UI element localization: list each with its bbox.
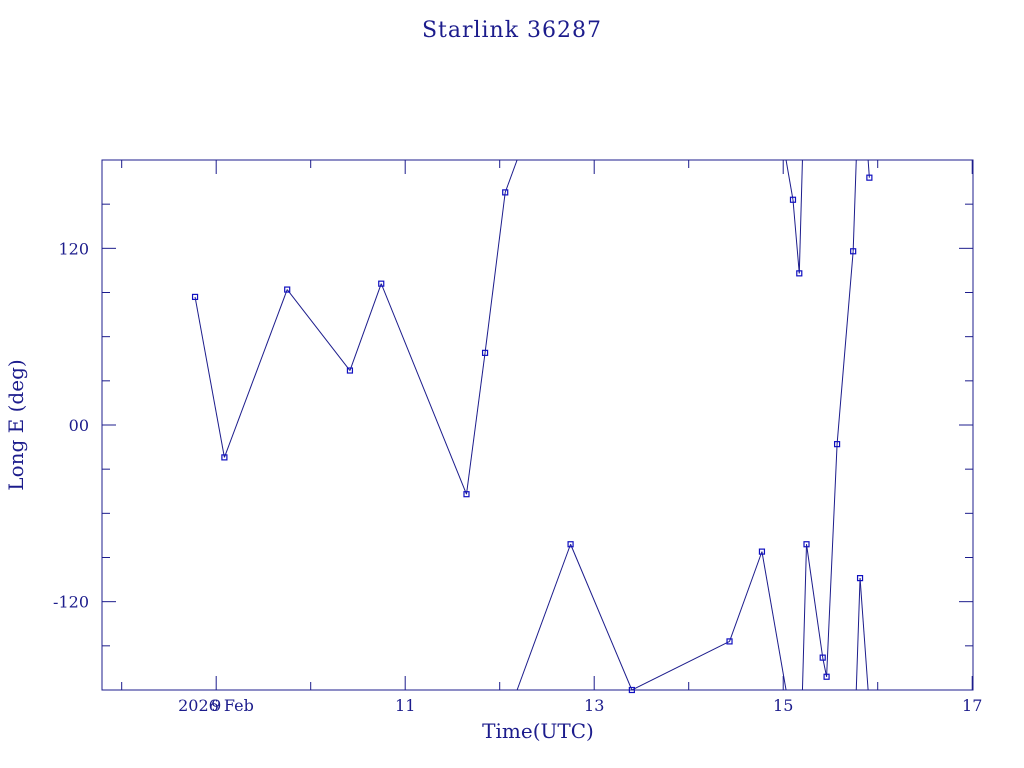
series-segment	[631, 640, 730, 690]
series-segment	[729, 551, 763, 642]
data-point	[346, 367, 354, 374]
data-point	[833, 441, 841, 448]
data-point	[221, 454, 228, 461]
plot-area	[191, 160, 873, 694]
data-point	[823, 673, 830, 680]
chart-title: Starlink 36287	[422, 18, 602, 43]
series-segment	[859, 578, 869, 690]
data-point	[726, 638, 733, 645]
x-tick-label: 15	[773, 696, 793, 715]
data-point	[803, 541, 810, 548]
series-segment	[822, 657, 828, 677]
series-segment	[852, 160, 857, 252]
series-segment	[761, 551, 787, 690]
series-segment	[223, 289, 288, 458]
series-segment	[504, 160, 518, 193]
data-point	[856, 575, 864, 582]
series-segment	[785, 160, 794, 200]
y-tick-label: -120	[53, 593, 89, 612]
series-segment	[465, 352, 486, 495]
data-point	[502, 189, 509, 196]
series-segment	[286, 289, 351, 371]
data-point	[819, 654, 826, 661]
data-point	[850, 248, 857, 255]
y-tick-label: 120	[58, 239, 89, 258]
x-tick-label: 13	[584, 696, 604, 715]
series-markers	[191, 174, 873, 694]
data-point	[463, 491, 470, 498]
x-tick-labels: 9 11 13 15 17	[211, 696, 982, 715]
series-segment	[570, 544, 633, 690]
data-point	[191, 293, 199, 301]
series-line	[194, 160, 870, 690]
data-point	[481, 349, 489, 356]
data-point	[284, 286, 291, 293]
series-segment	[836, 251, 854, 445]
x-date-prefix: 2026 Feb	[178, 696, 254, 715]
data-point	[866, 174, 873, 181]
series-segment	[801, 544, 808, 690]
x-axis-label: Time(UTC)	[482, 719, 594, 743]
series-segment	[380, 283, 467, 495]
y-tick-label: 00	[69, 416, 89, 435]
y-tick-labels: -120 00 120	[53, 239, 89, 611]
x-tick-label: 9	[211, 696, 221, 715]
data-point	[378, 280, 385, 287]
series-segment	[798, 160, 803, 274]
series-segment	[516, 544, 572, 690]
x-tick-label: 17	[962, 696, 982, 715]
data-point	[789, 196, 797, 203]
series-segment	[855, 578, 861, 690]
series-segment	[806, 544, 824, 658]
data-point	[628, 686, 635, 694]
y-axis-label: Long E (deg)	[4, 359, 28, 490]
series-segment	[792, 199, 800, 274]
series-segment	[484, 192, 506, 353]
series-segment	[349, 283, 382, 371]
series-segment	[194, 296, 225, 458]
axis-ticks	[102, 160, 973, 690]
data-point	[796, 270, 803, 277]
x-tick-label: 11	[395, 696, 415, 715]
data-point	[567, 541, 574, 548]
plot-frame	[101, 159, 974, 691]
data-point	[758, 548, 766, 555]
series-segment	[826, 444, 838, 677]
